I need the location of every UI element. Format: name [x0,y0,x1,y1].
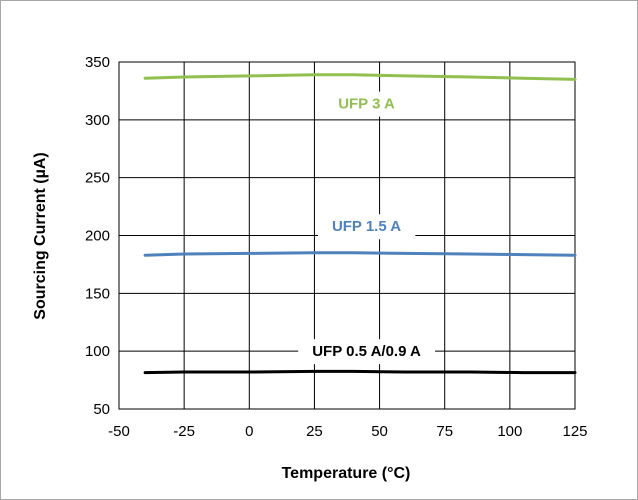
y-tick-labels: 50 100 150 200 250 300 350 [85,54,110,418]
series-label: UFP 0.5 A/0.9 A [312,343,421,360]
y-tick-label: 50 [93,401,110,418]
x-tick-label: -25 [173,423,195,440]
x-tick-label: 25 [306,423,323,440]
x-tick-label: 125 [562,423,587,440]
series-labels: UFP 3 A UFP 1.5 A UFP 0.5 A/0.9 A [298,91,436,365]
x-tick-label: 75 [436,423,453,440]
x-tick-label: 100 [497,423,522,440]
x-tick-label: 50 [371,423,388,440]
series-label-background [324,91,410,117]
x-axis-title: Temperature (°C) [282,465,411,482]
series-label-background [298,339,436,365]
y-tick-label: 150 [85,285,110,302]
series-label: UFP 3 A [338,96,395,113]
y-tick-label: 100 [85,343,110,360]
y-tick-label: 350 [85,54,110,71]
plot-border [118,61,576,410]
series-label-background [317,214,416,240]
series-lines [143,73,577,375]
x-tick-label: -50 [108,423,130,440]
series-line [143,251,577,257]
x-tick-labels: -50 -25 0 25 50 75 100 125 [108,423,587,440]
series-line [143,73,577,81]
grid [118,61,576,410]
y-tick-label: 250 [85,170,110,187]
series-line [143,369,577,375]
y-tick-label: 200 [85,228,110,245]
series-label: UFP 1.5 A [332,218,401,235]
y-tick-label: 300 [85,112,110,129]
y-axis-title: Sourcing Current (µA) [32,152,49,319]
x-tick-label: 0 [245,423,253,440]
